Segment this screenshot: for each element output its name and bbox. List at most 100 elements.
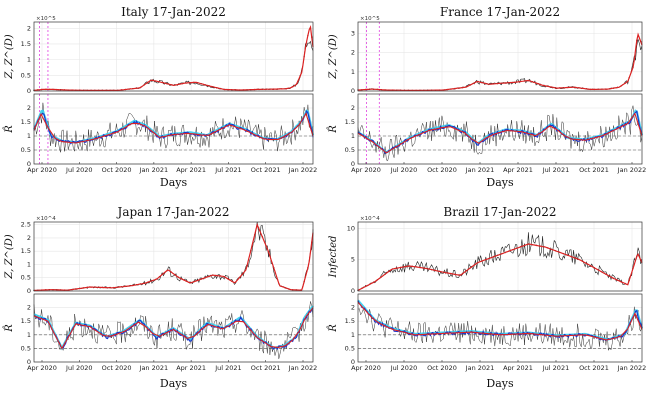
france-top-ytick-label: 3 bbox=[351, 30, 355, 38]
france-bottom-ytick-label: 1.5 bbox=[345, 118, 355, 126]
brazil-bottom-ylabel: R̂ bbox=[327, 324, 339, 333]
brazil-top-ylabel: Infected bbox=[328, 236, 339, 279]
brazil-xtick-label: Oct 2020 bbox=[427, 364, 457, 372]
italy-xtick-label: Jul 2020 bbox=[65, 166, 92, 174]
brazil-xlabel: Days bbox=[486, 377, 514, 390]
japan-title: Japan 17-Jan-2022 bbox=[116, 205, 230, 219]
japan-xlabel: Days bbox=[160, 377, 188, 390]
italy-xtick-label: Oct 2020 bbox=[102, 166, 132, 174]
france-bottom-ytick-label: 0.5 bbox=[345, 146, 355, 154]
japan-bottom-ytick-label: 1.5 bbox=[21, 317, 31, 325]
france-xtick-label: Jul 2021 bbox=[542, 166, 569, 174]
italy-top-axes-frame bbox=[33, 21, 314, 92]
japan-xtick-label: Oct 2020 bbox=[102, 364, 132, 372]
france-bottom-ytick-label: 2 bbox=[351, 104, 355, 112]
brazil-top-ytick-label: 0 bbox=[351, 287, 355, 295]
italy-R-observed-line bbox=[33, 102, 314, 153]
japan-bottom-ytick-label: 0 bbox=[27, 358, 31, 366]
japan-xtick-label: Apr 2020 bbox=[27, 364, 57, 372]
brazil-xtick-label: Jul 2020 bbox=[390, 364, 417, 372]
france-top-ytick-label: 0 bbox=[351, 87, 355, 95]
japan-top-ytick-label: 2 bbox=[27, 234, 31, 242]
japan-R-red-line bbox=[33, 307, 314, 350]
italy-xtick-label: Oct 2021 bbox=[251, 166, 281, 174]
brazil-infected-fit-line bbox=[357, 243, 643, 291]
italy-bottom-ytick-label: 2 bbox=[27, 104, 31, 112]
france-top-ytick-label: 2 bbox=[351, 49, 355, 57]
brazil-infected-observed-line bbox=[357, 232, 643, 291]
japan-top-ytick-label: 0.5 bbox=[21, 274, 31, 282]
france-xtick-label: Oct 2021 bbox=[579, 166, 609, 174]
france-bottom-ytick-label: 1 bbox=[351, 132, 355, 140]
japan-xtick-label: Jul 2020 bbox=[65, 364, 92, 372]
brazil-title: Brazil 17-Jan-2022 bbox=[443, 205, 556, 219]
italy-R-red-line bbox=[33, 112, 314, 144]
japan-bottom-ytick-label: 2 bbox=[27, 304, 31, 312]
japan-top-ytick-label: 1.5 bbox=[21, 247, 31, 255]
japan-xtick-label: Oct 2021 bbox=[251, 364, 281, 372]
italy-top-ytick-label: 1.5 bbox=[21, 40, 31, 48]
italy-bottom-ytick-label: 0.5 bbox=[21, 146, 31, 154]
japan-top-axes-frame bbox=[33, 221, 314, 292]
italy-xlabel: Days bbox=[160, 176, 188, 189]
brazil-bottom-ytick-label: 1 bbox=[351, 331, 355, 339]
france-xtick-label: Oct 2020 bbox=[427, 166, 457, 174]
japan-bottom-ytick-label: 1 bbox=[27, 331, 31, 339]
japan-top-ylabel: Z, Z^(D) bbox=[4, 234, 15, 279]
france-xtick-label: Jan 2022 bbox=[617, 166, 647, 174]
japan-xtick-label: Jan 2021 bbox=[139, 364, 169, 372]
brazil-R-observed-line bbox=[357, 306, 643, 352]
brazil-bottom-ytick-label: 2 bbox=[351, 304, 355, 312]
italy-top-ytick-label: 1 bbox=[27, 56, 31, 64]
italy-infected-fit-line bbox=[33, 25, 314, 91]
italy-xtick-label: Jan 2022 bbox=[288, 166, 318, 174]
italy-top-ylabel: Z, Z^(D) bbox=[4, 34, 15, 79]
italy-top-ytick-label: 2 bbox=[27, 24, 31, 32]
france-xtick-label: Apr 2020 bbox=[351, 166, 381, 174]
brazil-bottom-ytick-label: 0 bbox=[351, 358, 355, 366]
france-R-observed-line bbox=[357, 105, 643, 162]
brazil-bottom-axes-frame bbox=[357, 293, 643, 363]
italy-xtick-label: Apr 2021 bbox=[176, 166, 206, 174]
japan-infected-observed-line bbox=[34, 221, 314, 291]
france-R-red-line bbox=[357, 112, 643, 154]
japan-R-observed-line bbox=[33, 301, 314, 359]
italy-bottom-ytick-label: 0 bbox=[27, 160, 31, 168]
japan-scale-label: ×10^4 bbox=[36, 216, 56, 222]
brazil-bottom-ytick-label: 0.5 bbox=[345, 344, 355, 352]
france-bottom-ylabel: R̂ bbox=[327, 125, 339, 134]
brazil-xtick-label: Jan 2021 bbox=[465, 364, 495, 372]
japan-top-ytick-label: 0 bbox=[27, 287, 31, 295]
france-scale-label: ×10^5 bbox=[360, 16, 380, 22]
japan-xtick-label: Jul 2021 bbox=[214, 364, 241, 372]
brazil-top-axes-frame bbox=[357, 221, 643, 292]
italy-bottom-ylabel: R̂ bbox=[3, 125, 15, 134]
brazil-bottom-ytick-label: 1.5 bbox=[345, 317, 355, 325]
japan-top-ytick-label: 1 bbox=[27, 260, 31, 268]
france-xtick-label: Jul 2020 bbox=[390, 166, 417, 174]
italy-R-cyan-line bbox=[32, 109, 315, 144]
france-infected-fit-line bbox=[358, 32, 643, 91]
brazil-xtick-label: Jul 2021 bbox=[542, 364, 569, 372]
japan-top-ytick-label: 2.5 bbox=[21, 221, 31, 229]
japan-bottom-ytick-label: 0.5 bbox=[21, 344, 31, 352]
japan-infected-fit-line bbox=[33, 222, 314, 292]
italy-title: Italy 17-Jan-2022 bbox=[121, 5, 226, 19]
france-top-ylabel: Z, Z^(D) bbox=[328, 34, 339, 79]
japan-bottom-ylabel: R̂ bbox=[3, 324, 15, 333]
italy-bottom-ytick-label: 1.5 bbox=[21, 118, 31, 126]
italy-xtick-label: Jul 2021 bbox=[214, 166, 241, 174]
france-bottom-ytick-label: 0 bbox=[351, 160, 355, 168]
italy-xtick-label: Jan 2021 bbox=[139, 166, 169, 174]
france-xlabel: Days bbox=[486, 176, 514, 189]
brazil-xtick-label: Jan 2022 bbox=[617, 364, 647, 372]
japan-xtick-label: Apr 2021 bbox=[176, 364, 206, 372]
brazil-R-red-line bbox=[357, 301, 643, 341]
japan-xtick-label: Jan 2022 bbox=[288, 364, 318, 372]
italy-scale-label: ×10^5 bbox=[36, 16, 56, 22]
italy-top-ytick-label: 0.5 bbox=[21, 71, 31, 79]
france-bottom-axes-frame bbox=[357, 93, 643, 165]
brazil-top-ytick-label: 10 bbox=[347, 224, 355, 232]
